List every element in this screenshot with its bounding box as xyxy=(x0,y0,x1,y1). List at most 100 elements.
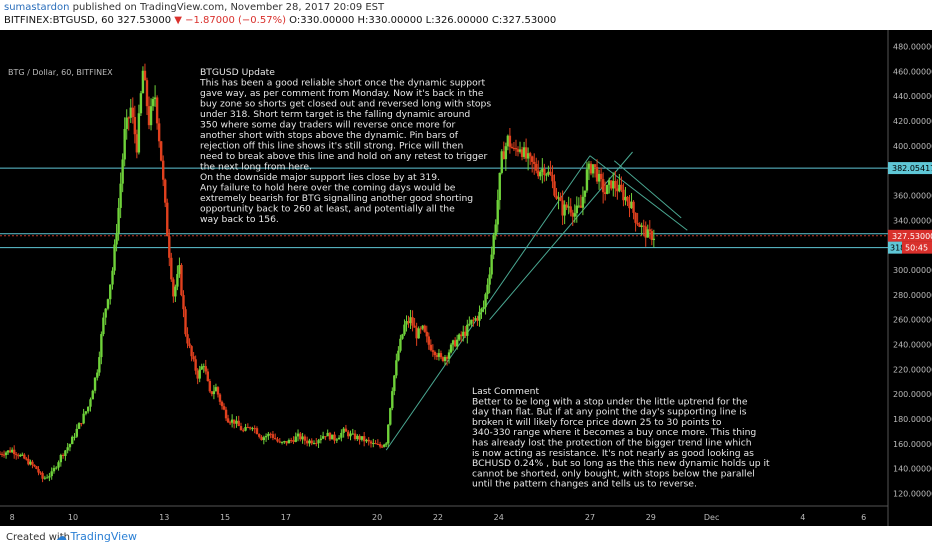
candle-body xyxy=(397,350,400,361)
countdown-tag: 50:45 xyxy=(905,244,928,253)
y-tick-label: 280.00000 xyxy=(893,291,932,300)
update-annotation-line: rejection off this line shows it's still… xyxy=(200,141,463,152)
candle-body xyxy=(232,419,236,424)
last-comment-annotation-line: Last Comment xyxy=(472,386,539,397)
candle-body xyxy=(115,233,118,245)
candle-body xyxy=(228,422,232,424)
candle-body xyxy=(644,226,647,238)
x-tick-label: Dec xyxy=(704,513,719,522)
candle-body xyxy=(214,387,218,392)
x-tick-label: 6 xyxy=(861,513,866,522)
candle-body xyxy=(248,427,252,429)
candle-body xyxy=(276,439,279,442)
update-annotation-line: This has been a good reliable short once… xyxy=(199,78,485,89)
candle-body xyxy=(387,424,390,444)
candle-body xyxy=(68,444,72,448)
candle-body xyxy=(362,436,366,442)
candle-body xyxy=(210,391,214,395)
candle-body xyxy=(571,212,574,217)
tradingview-logo[interactable]: ☁ TradingView xyxy=(56,530,137,543)
candle-body xyxy=(137,113,141,153)
candle-body xyxy=(296,433,300,437)
candle-body xyxy=(27,458,30,465)
candle-body xyxy=(86,406,90,412)
y-tick-label: 480.00000 xyxy=(893,42,932,51)
candle-body xyxy=(315,442,318,444)
candle-body xyxy=(524,147,528,159)
candle-body xyxy=(6,450,10,453)
candle-body xyxy=(553,181,556,196)
candle-body xyxy=(206,371,210,382)
x-tick-label: 10 xyxy=(68,513,78,522)
candle-body xyxy=(601,179,605,193)
candle-body xyxy=(155,97,159,124)
price-tag-382: 382.05417 xyxy=(892,164,932,173)
candle-body xyxy=(176,274,179,287)
candle-body xyxy=(351,433,354,435)
update-annotation-line: need to break above this line and hold o… xyxy=(200,151,488,162)
author-link[interactable]: sumastardon xyxy=(4,2,70,13)
candle-body xyxy=(498,172,501,201)
update-annotation-line: BTGUSD Update xyxy=(200,67,275,78)
y-tick-label: 260.00000 xyxy=(893,316,932,325)
candle-body xyxy=(462,331,465,337)
candle-body xyxy=(308,440,311,444)
chart-area[interactable]: 120.00000 140.00000 160.00000 180.00000 200.… xyxy=(0,30,932,526)
candle-body xyxy=(575,205,578,214)
candle-body xyxy=(15,454,18,456)
candle-body xyxy=(253,428,256,430)
update-annotation-line: On the downside major support lies close… xyxy=(200,172,440,183)
price-chart[interactable]: 120.00000 140.00000 160.00000 180.00000 200.… xyxy=(0,30,932,526)
candle-body xyxy=(111,270,114,285)
candle-body xyxy=(620,184,623,190)
countdown-tag-bg xyxy=(902,241,932,254)
candle-body xyxy=(84,411,88,414)
candle-body xyxy=(624,196,627,201)
candle-body xyxy=(466,324,469,336)
candle-body xyxy=(168,236,171,258)
candle-body xyxy=(492,235,495,255)
candle-body xyxy=(317,440,320,444)
candle-body xyxy=(66,447,69,451)
candle-body xyxy=(591,164,595,174)
candle-body xyxy=(312,442,316,444)
candle-body xyxy=(622,189,625,201)
update-annotation-line: buy zone so shorts get closed out and re… xyxy=(200,99,491,110)
candle-body xyxy=(127,117,130,119)
candle-body xyxy=(650,231,654,240)
candle-body xyxy=(278,441,281,443)
candle-body xyxy=(235,420,238,424)
candle-body xyxy=(271,434,275,438)
candle-body xyxy=(31,461,34,465)
y-tick-label: 220.00000 xyxy=(893,365,932,374)
candle-body xyxy=(310,440,313,444)
candle-body xyxy=(280,441,284,443)
candle-body xyxy=(382,444,386,447)
candle-body xyxy=(129,107,132,118)
candle-body xyxy=(262,437,266,441)
candle-body xyxy=(533,161,536,164)
candle-body xyxy=(391,391,394,409)
published-text: published on TradingView.com, November 2… xyxy=(72,2,385,13)
candle-body xyxy=(614,180,617,189)
candle-body xyxy=(595,167,599,182)
y-tick-label: 340.00000 xyxy=(893,216,932,225)
candle-body xyxy=(242,430,245,432)
candle-body xyxy=(589,163,593,174)
candle-body xyxy=(289,440,293,442)
candle-body xyxy=(321,436,325,439)
candle-body xyxy=(0,453,2,455)
candle-body xyxy=(71,436,74,445)
candle-body xyxy=(535,163,538,171)
candle-body xyxy=(618,184,621,192)
candle-body xyxy=(178,265,181,275)
candle-body xyxy=(326,432,329,437)
candle-body xyxy=(285,441,288,444)
candle-body xyxy=(237,420,240,427)
candle-body xyxy=(369,441,373,444)
candle-body xyxy=(522,147,526,157)
candle-body xyxy=(305,440,309,444)
candle-body xyxy=(182,295,185,310)
trendline-3 xyxy=(613,160,682,219)
candle-body xyxy=(537,170,540,177)
